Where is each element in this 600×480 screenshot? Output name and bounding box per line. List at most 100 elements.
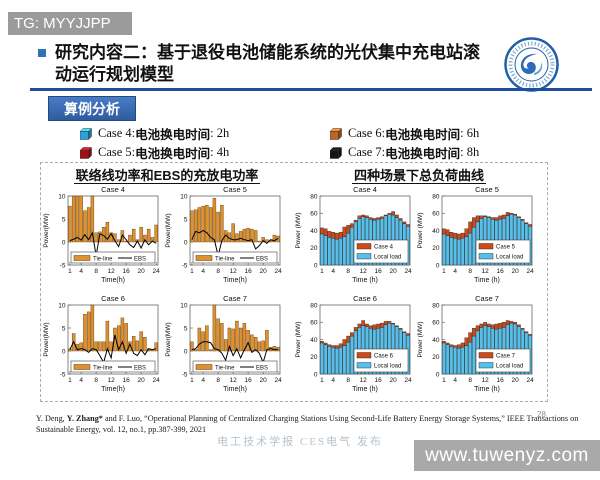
- chart-case4-load: Case 4 0 20 40 60 80 1 4 8 12 16 20 24 Time (h) Power …: [293, 183, 415, 292]
- svg-text:0: 0: [62, 239, 66, 246]
- svg-text:20: 20: [390, 377, 398, 384]
- svg-text:12: 12: [108, 377, 116, 384]
- svg-text:8: 8: [468, 268, 472, 275]
- svg-text:20: 20: [432, 245, 440, 252]
- svg-text:1: 1: [320, 268, 324, 275]
- svg-text:16: 16: [245, 377, 253, 384]
- svg-text:24: 24: [275, 268, 283, 275]
- svg-text:40: 40: [432, 228, 440, 235]
- svg-text:12: 12: [230, 268, 238, 275]
- svg-text:10: 10: [58, 193, 66, 200]
- svg-text:Time (h): Time (h): [352, 277, 378, 284]
- svg-text:20: 20: [260, 377, 268, 384]
- svg-text:1: 1: [68, 268, 72, 275]
- svg-text:Power(MW): Power(MW): [165, 322, 172, 356]
- svg-text:20: 20: [138, 268, 146, 275]
- svg-text:Time (h): Time (h): [352, 386, 378, 393]
- results-panel: 联络线功率和EBS的充放电功率 Case 4 -5 0 5 10 1 4 8 12 16 20 24 T…: [40, 162, 548, 402]
- svg-text:0: 0: [436, 371, 440, 378]
- svg-text:16: 16: [497, 377, 505, 384]
- svg-text:Time(h): Time(h): [223, 386, 247, 393]
- chart-case5-load: Case 5 0 20 40 60 80 1 4 8 12 16 20 24 Time (h) Power …: [415, 183, 537, 292]
- svg-text:Local load: Local load: [496, 255, 523, 261]
- svg-text:0: 0: [436, 262, 440, 269]
- svg-text:16: 16: [123, 268, 131, 275]
- site-watermark: www.tuwenyz.com: [414, 440, 600, 471]
- svg-text:20: 20: [432, 354, 440, 361]
- svg-text:Case 7: Case 7: [496, 354, 516, 360]
- svg-text:10: 10: [180, 193, 188, 200]
- svg-text:60: 60: [310, 211, 318, 218]
- svg-text:12: 12: [108, 268, 116, 275]
- svg-text:8: 8: [346, 268, 350, 275]
- page-title: 研究内容二：基于退役电池储能系统的光伏集中充电站滚动运行规划模型: [55, 43, 480, 85]
- svg-text:24: 24: [527, 377, 535, 384]
- svg-text:Case 4: Case 4: [101, 185, 125, 194]
- chart-case7-load: Case 7 0 20 40 60 80 1 4 8 12 16 20 24 Time (h) Power …: [415, 292, 537, 401]
- legend-item-case-4: Case 4: 电池换电时间: 2h: [80, 124, 229, 143]
- svg-text:Case 5: Case 5: [496, 245, 516, 251]
- svg-text:24: 24: [153, 268, 161, 275]
- svg-text:-5: -5: [60, 262, 66, 269]
- svg-text:Power(MW): Power(MW): [43, 213, 50, 247]
- chart-case6-load: Case 6 0 20 40 60 80 1 4 8 12 16 20 24 Time (h) Power …: [293, 292, 415, 401]
- svg-text:4: 4: [201, 377, 205, 384]
- legend-item-case-5: Case 5: 电池换电时间: 4h: [80, 143, 229, 162]
- svg-text:80: 80: [432, 193, 440, 200]
- cube-icon: [80, 127, 92, 140]
- svg-text:5: 5: [184, 325, 188, 332]
- svg-text:Case 6: Case 6: [353, 294, 377, 303]
- svg-text:16: 16: [123, 377, 131, 384]
- svg-text:8: 8: [94, 377, 98, 384]
- svg-text:1: 1: [68, 377, 72, 384]
- svg-text:Power (MW): Power (MW): [417, 212, 424, 248]
- university-logo-icon: [504, 37, 559, 92]
- svg-text:Power (MW): Power (MW): [295, 212, 302, 248]
- svg-text:8: 8: [94, 268, 98, 275]
- tg-watermark: TG: MYYJJPP: [8, 12, 132, 35]
- svg-text:5: 5: [62, 325, 66, 332]
- cube-icon: [80, 146, 92, 159]
- svg-text:60: 60: [310, 320, 318, 327]
- cube-icon: [330, 127, 342, 140]
- svg-text:12: 12: [230, 377, 238, 384]
- svg-text:Local load: Local load: [496, 364, 523, 370]
- svg-text:24: 24: [405, 377, 413, 384]
- svg-text:60: 60: [432, 211, 440, 218]
- svg-text:4: 4: [79, 268, 83, 275]
- title-divider: [30, 88, 592, 91]
- svg-text:8: 8: [216, 377, 220, 384]
- page-number: 28: [537, 410, 546, 419]
- svg-text:16: 16: [375, 268, 383, 275]
- svg-text:20: 20: [310, 245, 318, 252]
- svg-text:Case 7: Case 7: [475, 294, 499, 303]
- svg-text:-5: -5: [182, 371, 188, 378]
- svg-text:Time(h): Time(h): [101, 277, 125, 284]
- svg-text:4: 4: [201, 268, 205, 275]
- svg-text:1: 1: [190, 377, 194, 384]
- svg-text:20: 20: [512, 377, 520, 384]
- svg-text:10: 10: [58, 302, 66, 309]
- svg-text:1: 1: [320, 377, 324, 384]
- svg-text:5: 5: [184, 216, 188, 223]
- svg-text:Tie-line: Tie-line: [215, 257, 235, 263]
- section-button: 算例分析: [48, 96, 136, 121]
- svg-text:1: 1: [442, 268, 446, 275]
- svg-text:80: 80: [310, 193, 318, 200]
- svg-text:Tie-line: Tie-line: [93, 257, 113, 263]
- svg-text:80: 80: [310, 302, 318, 309]
- svg-text:EBS: EBS: [256, 257, 268, 263]
- svg-text:Time(h): Time(h): [101, 386, 125, 393]
- svg-text:EBS: EBS: [134, 257, 146, 263]
- chart-case6-tieline: Case 6 -5 0 5 10 1 4 8 12 16 20 24 Time(h) Power(MW) T…: [41, 292, 163, 401]
- svg-text:60: 60: [432, 320, 440, 327]
- svg-text:12: 12: [482, 377, 490, 384]
- svg-text:Case 6: Case 6: [101, 294, 125, 303]
- load-chart-group: 四种场景下总负荷曲线 Case 4 0 20 40 60 80 1 4 8 12 16 20 24 Tim…: [293, 163, 545, 401]
- svg-text:40: 40: [310, 337, 318, 344]
- svg-text:Power (MW): Power (MW): [295, 321, 302, 357]
- svg-text:Time (h): Time (h): [474, 386, 500, 393]
- svg-text:5: 5: [62, 216, 66, 223]
- svg-text:8: 8: [468, 377, 472, 384]
